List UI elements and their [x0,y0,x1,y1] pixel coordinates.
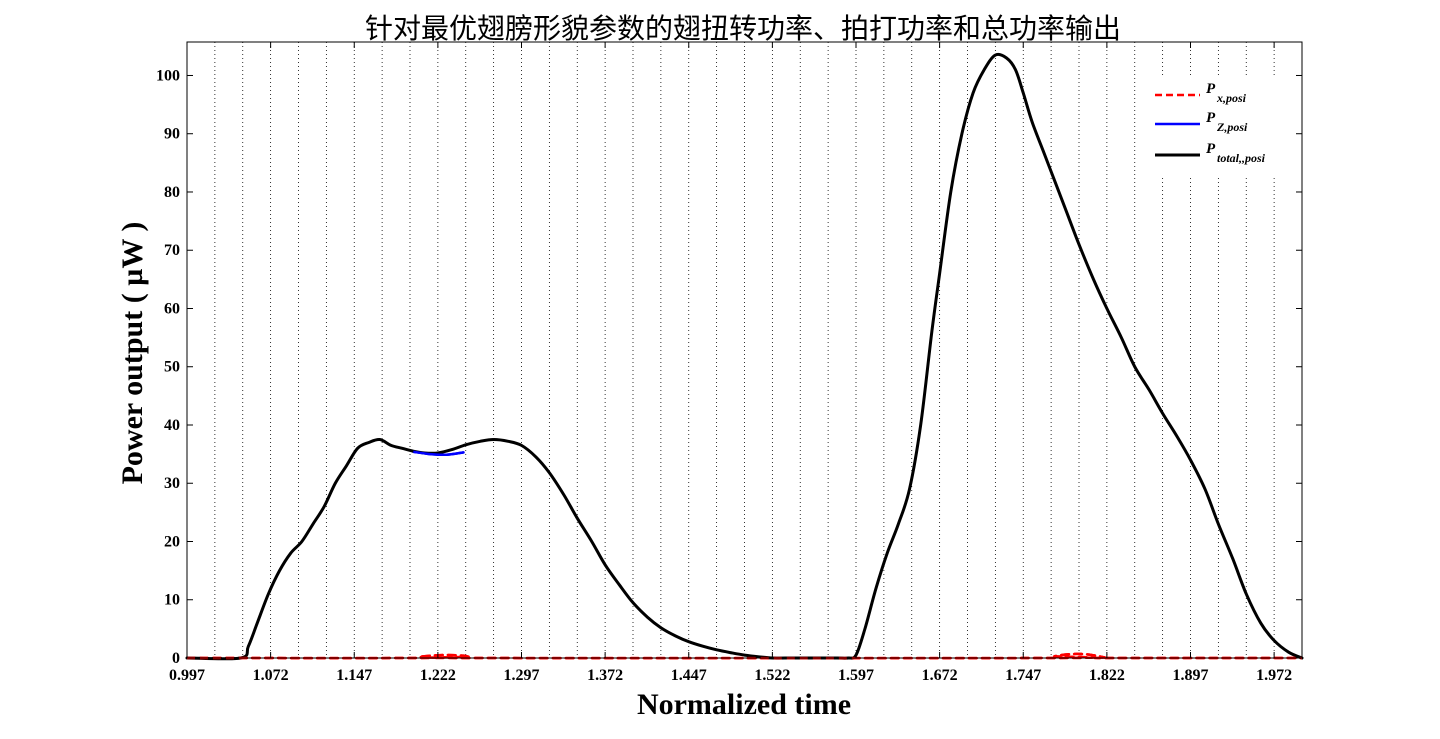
x-tick-label: 1.147 [336,667,372,684]
y-tick-label: 0 [172,650,180,667]
chart-title: 针对最优翅膀形貌参数的翅扭转功率、拍打功率和总功率输出 [365,12,1121,45]
legend-label: P [1206,81,1216,97]
x-tick-label: 1.597 [838,667,874,684]
y-tick-label: 40 [164,417,180,434]
y-axis-ticks: 0 10 20 30 40 50 60 70 80 90 100 [156,67,1302,667]
series-line-pz-overlay [413,450,464,457]
legend-label-subscript: x,posi [1216,91,1247,105]
legend-label-subscript: Z,posi [1216,120,1248,134]
legend-label: P [1206,110,1216,126]
x-tick-label: 0.997 [169,667,205,684]
x-tick-label: 1.297 [504,667,540,684]
y-tick-label: 50 [164,359,180,376]
x-tick-label: 1.972 [1256,667,1292,684]
x-tick-label: 1.222 [420,667,456,684]
y-tick-label: 70 [164,242,180,259]
legend-box [1147,76,1295,176]
y-tick-label: 30 [164,475,180,492]
y-tick-label: 80 [164,184,180,201]
x-tick-label: 1.672 [922,667,958,684]
y-tick-label: 90 [164,126,180,143]
x-axis-label: Normalized time [637,688,851,721]
y-tick-label: 10 [164,592,180,609]
x-tick-label: 1.372 [587,667,623,684]
x-tick-label: 1.447 [671,667,707,684]
x-tick-label: 1.522 [754,667,790,684]
y-tick-label: 100 [156,67,180,84]
x-axis-ticks: 0.997 1.072 1.147 1.222 1.297 1.372 1.447 1.522… [169,42,1292,684]
y-tick-label: 20 [164,533,180,550]
grid-lines [214,42,1275,658]
legend-label-subscript: total,,posi [1217,151,1266,165]
legend-label: P [1206,141,1216,157]
y-tick-label: 60 [164,300,180,317]
x-tick-label: 1.072 [253,667,289,684]
plot-frame [186,41,1303,659]
y-axis-label: Power output ( µW ) [116,222,149,485]
x-tick-label: 1.747 [1005,667,1041,684]
x-tick-label: 1.897 [1173,667,1209,684]
x-tick-label: 1.822 [1089,667,1125,684]
